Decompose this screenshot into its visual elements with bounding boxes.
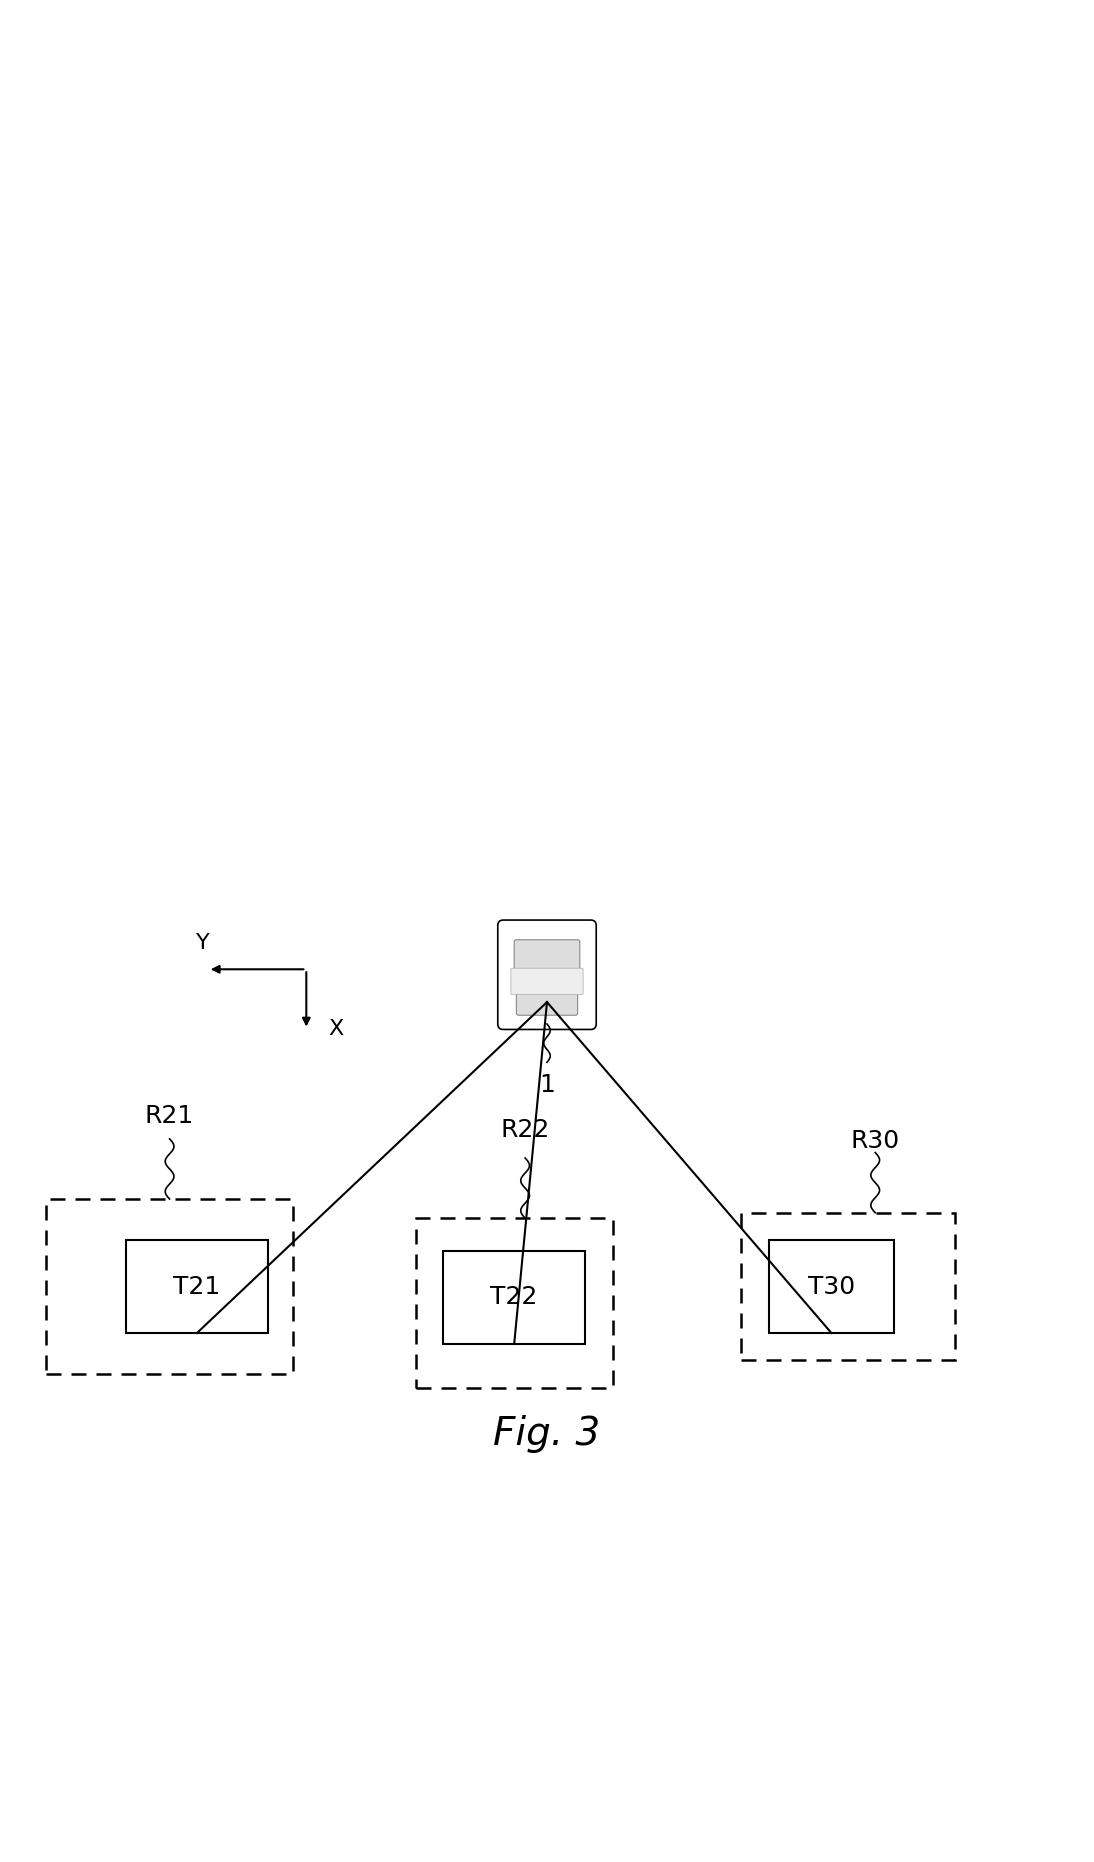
Text: R22: R22 xyxy=(500,1117,550,1141)
FancyBboxPatch shape xyxy=(498,920,596,1030)
Bar xyxy=(443,1251,585,1344)
Text: R21: R21 xyxy=(144,1104,195,1128)
Text: R30: R30 xyxy=(851,1128,899,1153)
Bar xyxy=(416,1218,613,1387)
Bar xyxy=(126,1240,268,1333)
FancyBboxPatch shape xyxy=(514,940,580,972)
FancyBboxPatch shape xyxy=(511,968,583,994)
Bar xyxy=(46,1199,293,1374)
Bar xyxy=(768,1240,894,1333)
Text: Y: Y xyxy=(196,933,209,953)
Text: 1: 1 xyxy=(539,1073,555,1097)
Bar xyxy=(742,1212,954,1361)
Text: X: X xyxy=(328,1020,344,1039)
FancyBboxPatch shape xyxy=(516,991,578,1015)
Text: T21: T21 xyxy=(173,1275,221,1298)
Text: T30: T30 xyxy=(807,1275,856,1298)
Text: Fig. 3: Fig. 3 xyxy=(493,1415,601,1452)
Text: T22: T22 xyxy=(490,1285,538,1309)
